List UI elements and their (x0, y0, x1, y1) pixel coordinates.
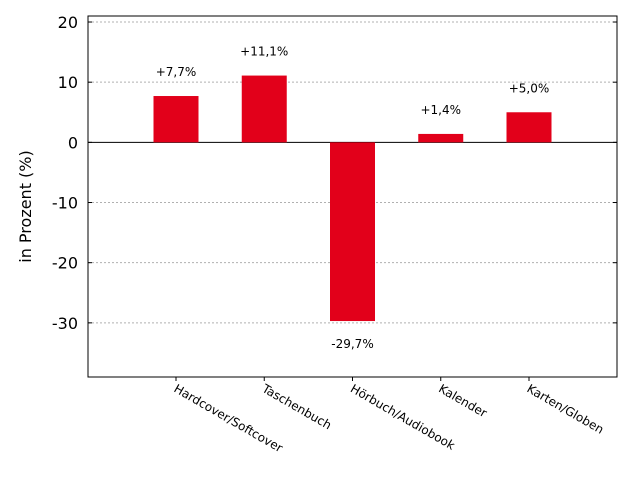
data-label: +1,4% (420, 103, 461, 117)
bar (418, 133, 464, 143)
data-label: -29,7% (331, 337, 373, 351)
y-tick-label: 10 (58, 73, 78, 92)
y-tick-label: -10 (52, 194, 78, 213)
bar (153, 96, 199, 143)
x-tick-label: Kalender (436, 381, 489, 420)
y-axis-ticks: 20 10 0 -10 -20 -30 (52, 13, 617, 333)
y-tick-label: 20 (58, 13, 78, 32)
data-label: +11,1% (240, 45, 288, 59)
y-tick-label: 0 (68, 133, 78, 152)
data-labels: +7,7% +11,1% -29,7% +1,4% +5,0% (156, 45, 550, 351)
x-tick-label: Taschenbuch (259, 381, 334, 432)
bar (330, 142, 375, 322)
y-axis-title: in Prozent (%) (16, 150, 35, 262)
bar (506, 112, 552, 143)
bar (241, 75, 287, 143)
y-tick-label: -20 (52, 254, 78, 273)
y-tick-label: -30 (52, 314, 78, 333)
data-label: +7,7% (156, 65, 197, 79)
x-tick-label: Karten/Globen (525, 381, 607, 436)
data-label: +5,0% (509, 81, 550, 95)
bars (153, 75, 552, 322)
